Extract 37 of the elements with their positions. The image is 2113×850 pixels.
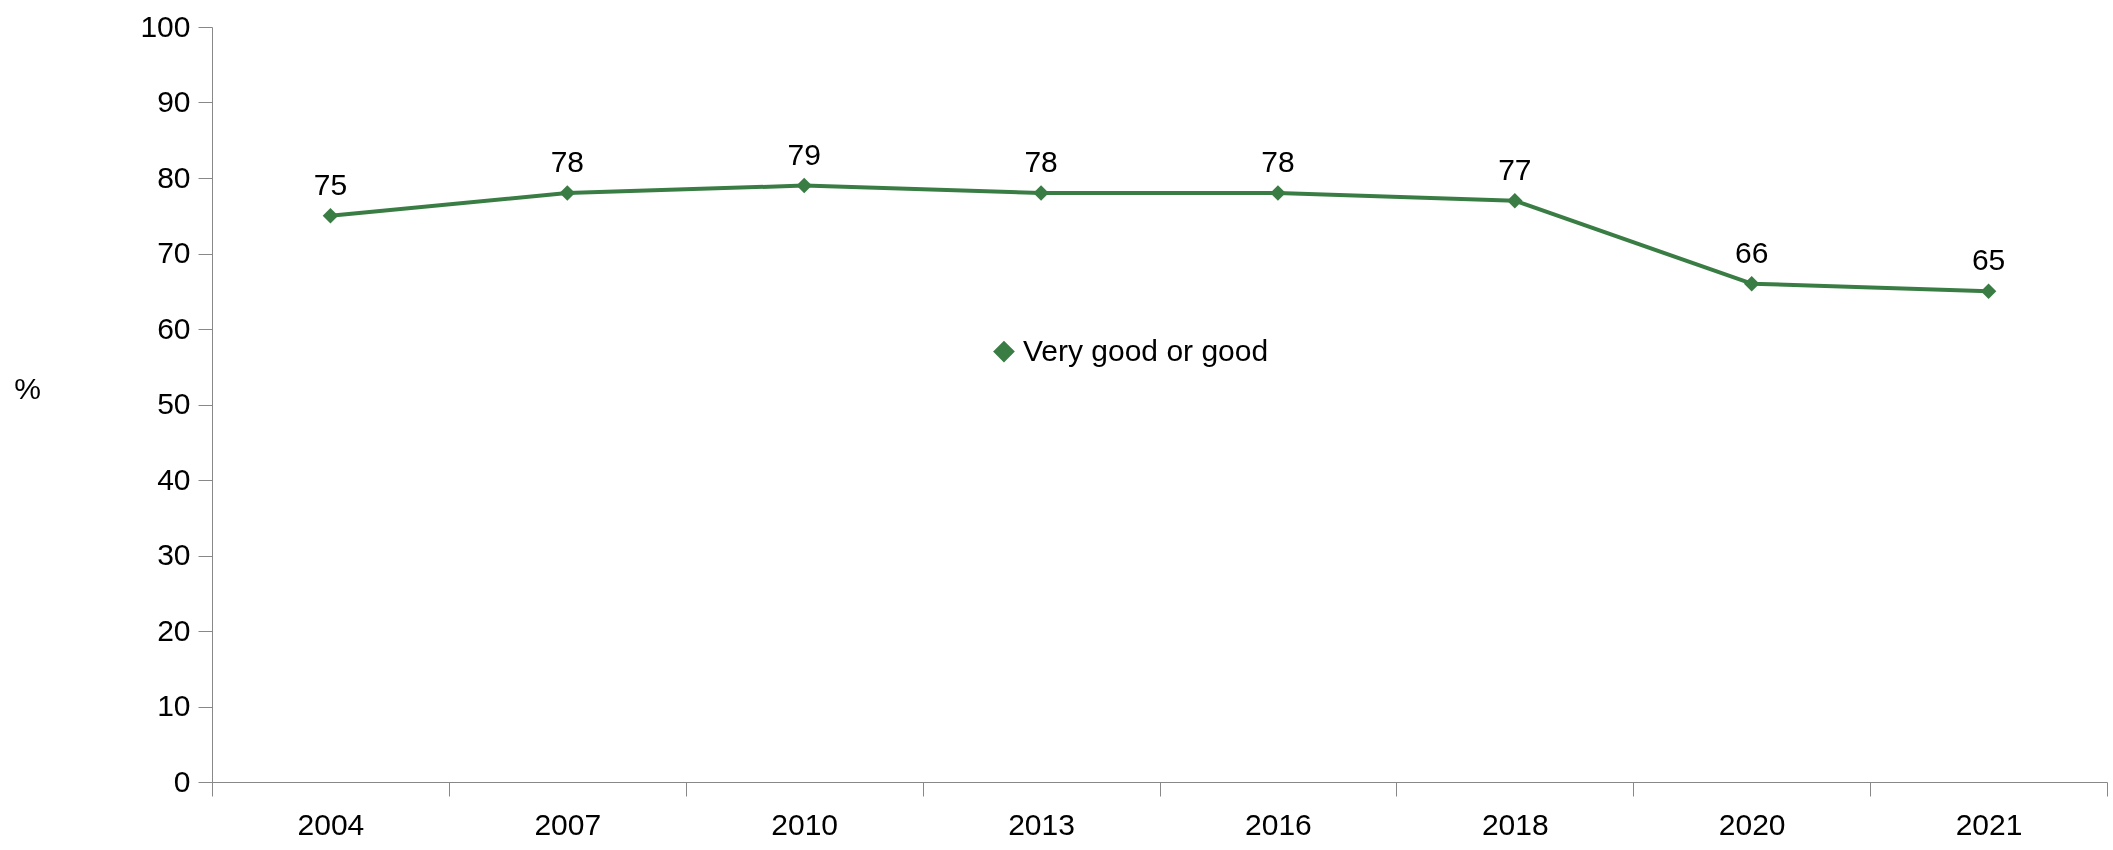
data-label: 78 [550, 145, 584, 179]
point [1507, 192, 1523, 209]
x-tick-label: 2004 [297, 807, 365, 841]
point [559, 185, 576, 201]
data-label: 77 [1498, 152, 1532, 186]
x-tick-label: 2007 [534, 807, 602, 841]
point [1980, 283, 1997, 299]
data-label: 65 [1971, 243, 2006, 277]
x-tick-label: 2013 [1008, 807, 1075, 841]
data-label: 78 [1024, 145, 1058, 179]
y-tick-label: 10 [157, 689, 191, 722]
y-tick-label: 20 [157, 613, 191, 647]
y-tick-label: 50 [157, 387, 191, 420]
y-tick-label: 100 [140, 9, 191, 43]
point [796, 177, 812, 194]
y-tick-label: 40 [157, 462, 191, 496]
y-tick-label: 90 [157, 85, 191, 118]
point [1743, 275, 1760, 292]
x-tick-label: 2021 [1955, 807, 2023, 841]
point [322, 208, 339, 224]
x-tick-label: 2020 [1718, 807, 1786, 841]
x-tick-label: 2010 [771, 807, 839, 841]
point [1033, 185, 1049, 201]
x-tick-label: 2018 [1481, 807, 1549, 841]
legend-label: Very good or good [1022, 333, 1269, 367]
y-tick-label: 30 [157, 538, 191, 571]
data-label: 78 [1261, 145, 1295, 179]
y-tick-label: 80 [157, 160, 191, 194]
y-tick-label: 70 [157, 236, 191, 269]
data-label: 66 [1735, 235, 1769, 269]
y-tick-label: 0 [173, 764, 191, 798]
y-axis-title: % [14, 372, 41, 405]
data-label: 79 [787, 137, 821, 171]
y-tick-label: 60 [157, 311, 191, 345]
point [1270, 185, 1286, 201]
x-tick-label: 2016 [1245, 807, 1312, 841]
data-label: 75 [313, 167, 348, 201]
